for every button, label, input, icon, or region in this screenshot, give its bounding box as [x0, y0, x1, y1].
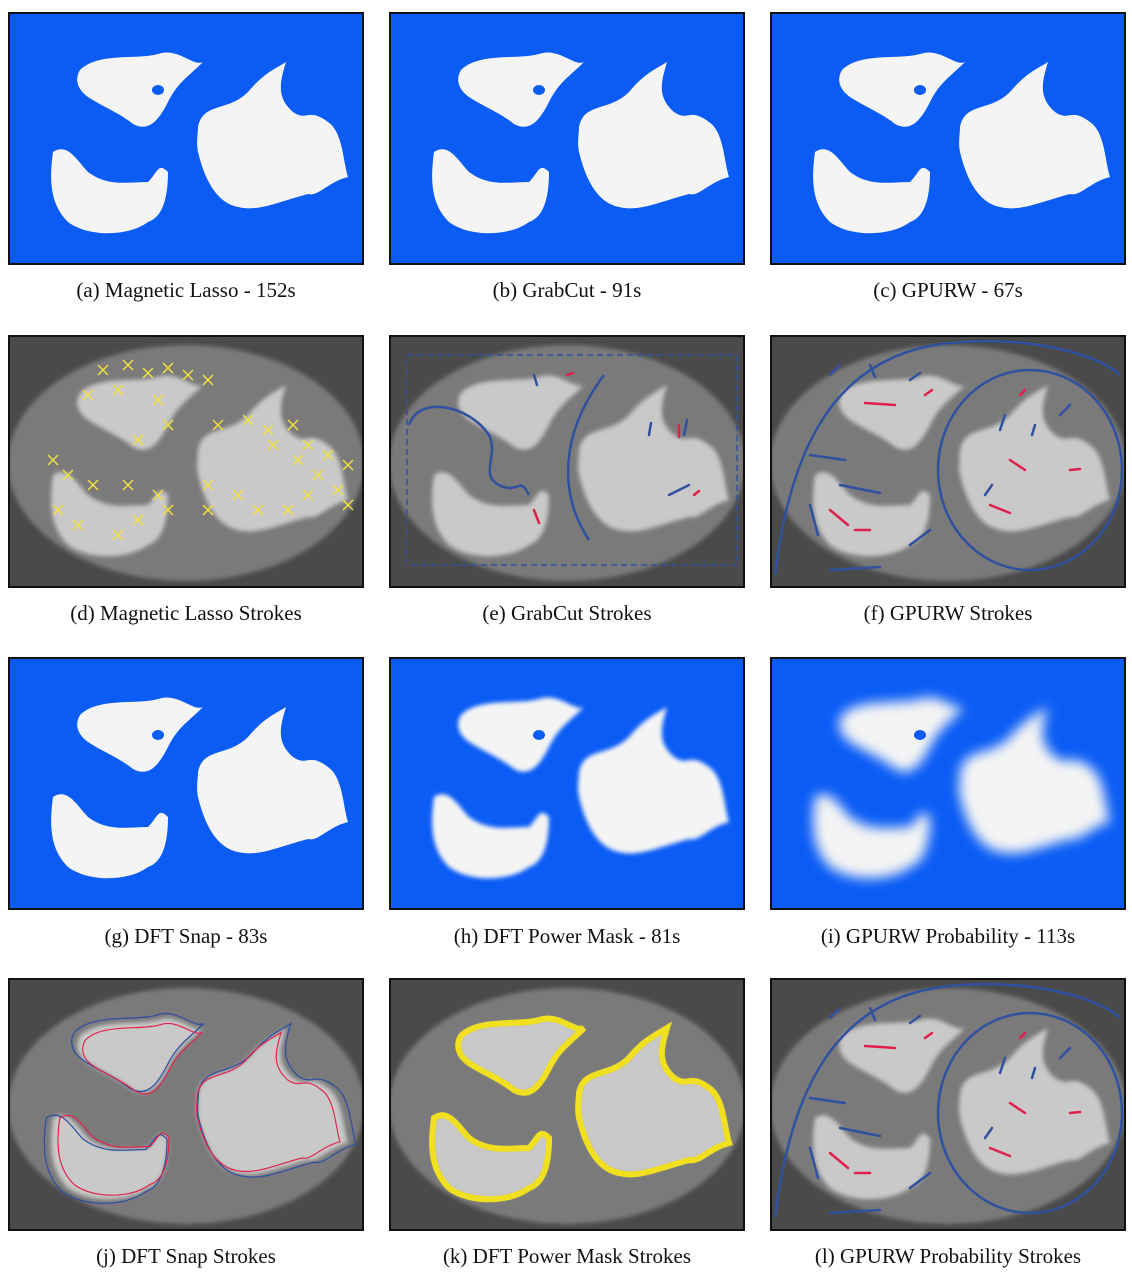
- caption: (e) GrabCut Strokes: [389, 601, 745, 626]
- caption: (a) Magnetic Lasso - 152s: [8, 278, 364, 303]
- panel-image: [389, 12, 745, 265]
- panel: [389, 978, 745, 1231]
- caption: (b) GrabCut - 91s: [389, 278, 745, 303]
- hole: [152, 85, 164, 95]
- caption: (g) DFT Snap - 83s: [8, 924, 364, 949]
- caption: (l) GPURW Probability Strokes: [770, 1244, 1126, 1269]
- panel: [8, 12, 364, 265]
- panel-image: [770, 12, 1126, 265]
- panel-image: [8, 12, 364, 265]
- panel: [8, 335, 364, 588]
- hole: [533, 730, 545, 740]
- panel-image: [8, 978, 364, 1231]
- panel: [770, 12, 1126, 265]
- panel: [389, 335, 745, 588]
- panel: [389, 12, 745, 265]
- hole: [533, 85, 545, 95]
- caption: (i) GPURW Probability - 113s: [770, 924, 1126, 949]
- panel: [8, 978, 364, 1231]
- panel: [770, 657, 1126, 910]
- panel-image: [770, 978, 1126, 1231]
- panel-image: [389, 657, 745, 910]
- hole: [152, 730, 164, 740]
- panel: [389, 657, 745, 910]
- panel-image: [389, 335, 745, 588]
- stroke: [1070, 1112, 1080, 1113]
- caption: (k) DFT Power Mask Strokes: [389, 1244, 745, 1269]
- panel-image: [8, 335, 364, 588]
- panel: [770, 335, 1126, 588]
- panels: [0, 0, 1132, 1276]
- caption: (d) Magnetic Lasso Strokes: [8, 601, 364, 626]
- panel-image: [389, 978, 745, 1231]
- panel: [8, 657, 364, 910]
- panel-image: [770, 657, 1126, 910]
- caption: (j) DFT Snap Strokes: [8, 1244, 364, 1269]
- caption: (h) DFT Power Mask - 81s: [389, 924, 745, 949]
- panel: [770, 978, 1126, 1231]
- caption: (f) GPURW Strokes: [770, 601, 1126, 626]
- figure: (a) Magnetic Lasso - 152s (b) GrabCut - 9…: [0, 0, 1132, 1276]
- panel-image: [770, 335, 1126, 588]
- stroke: [1070, 469, 1080, 470]
- hole: [914, 730, 926, 740]
- hole: [914, 85, 926, 95]
- caption: (c) GPURW - 67s: [770, 278, 1126, 303]
- panel-image: [8, 657, 364, 910]
